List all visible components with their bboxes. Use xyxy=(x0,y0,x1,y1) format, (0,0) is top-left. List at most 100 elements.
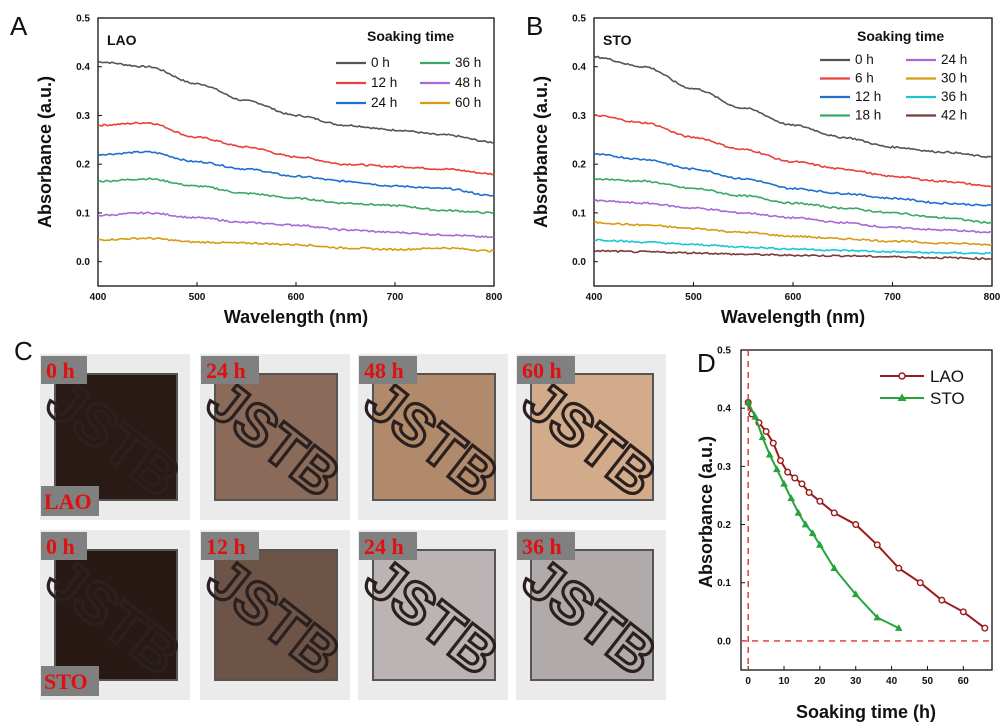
series-line-STO xyxy=(747,401,900,629)
sample-label: STO xyxy=(44,669,88,694)
sample-label-box xyxy=(41,486,99,516)
legend-label: 6 h xyxy=(855,71,874,86)
data-point-STO xyxy=(780,479,788,487)
x-tick-label: 800 xyxy=(984,292,1001,303)
legend-label: 24 h xyxy=(941,52,967,67)
chart-b-legend-title: Soaking time xyxy=(857,28,944,44)
legend-label: 30 h xyxy=(941,71,967,86)
y-tick-label: 0.0 xyxy=(572,257,586,268)
data-point-STO xyxy=(787,494,795,502)
time-label: 48 h xyxy=(364,358,404,383)
y-tick-label: 0.5 xyxy=(572,14,586,25)
sample-film xyxy=(372,373,496,501)
time-label: 24 h xyxy=(364,534,404,559)
time-label: 24 h xyxy=(206,358,246,383)
data-point-LAO xyxy=(959,608,967,616)
y-tick-label: 0.0 xyxy=(717,636,731,647)
sample-film xyxy=(372,549,496,681)
chart-a-legend-title: Soaking time xyxy=(367,28,454,44)
y-tick-label: 0.4 xyxy=(572,62,586,73)
x-tick-label: 600 xyxy=(785,292,802,303)
x-tick-label: 40 xyxy=(886,676,898,687)
x-tick-label: 0 xyxy=(745,676,751,687)
chart-a: 400 500 600 700 800 0.0 0.1 0.2 0.3 0.4 0.5 LAO So… xyxy=(35,14,503,328)
data-point-STO xyxy=(794,508,803,516)
time-label-box xyxy=(201,356,259,384)
sample-film xyxy=(54,373,178,501)
time-label-box xyxy=(41,532,87,560)
x-tick-label: 10 xyxy=(778,676,790,687)
y-tick-label: 0.1 xyxy=(572,208,586,219)
chart-b-legend: 0 h 6 h 12 h 18 h 24 h 30 h 36 h 42 h xyxy=(820,52,967,123)
time-label: 0 h xyxy=(46,358,75,383)
sample-film xyxy=(214,373,338,501)
x-tick-label: 700 xyxy=(884,292,901,303)
x-tick-label: 600 xyxy=(288,292,305,303)
y-tick-label: 0.4 xyxy=(76,62,90,73)
data-point-LAO xyxy=(830,509,838,517)
x-tick-label: 800 xyxy=(486,292,503,303)
data-point-LAO xyxy=(805,489,813,497)
series-line-48h xyxy=(98,211,494,239)
y-tick-label: 0.2 xyxy=(717,520,731,531)
x-tick-label: 500 xyxy=(685,292,702,303)
series-line-12h xyxy=(594,152,992,207)
chart-a-y-axis-label: Absorbance (a.u.) xyxy=(35,76,55,228)
series-line-18h xyxy=(594,177,992,225)
data-point-STO xyxy=(758,433,767,441)
chart-d-frame xyxy=(740,349,993,671)
y-tick-label: 0.2 xyxy=(572,160,586,171)
data-point-LAO xyxy=(916,579,924,587)
time-label-box xyxy=(359,532,417,560)
legend-label: 12 h xyxy=(371,75,397,90)
data-point-STO xyxy=(765,450,774,458)
series-line-12h xyxy=(98,121,494,176)
time-label: 12 h xyxy=(206,534,246,559)
time-label-box xyxy=(359,356,417,384)
sample-label-box xyxy=(41,666,99,696)
data-point-STO xyxy=(830,564,839,571)
x-tick-label: 400 xyxy=(586,292,603,303)
sample-label: LAO xyxy=(44,489,92,514)
data-point-STO xyxy=(744,398,752,406)
data-point-STO xyxy=(801,520,810,528)
chart-b-sample-label: STO xyxy=(603,32,632,48)
panel-label-a: A xyxy=(10,11,28,41)
data-point-LAO xyxy=(873,541,881,549)
legend-label: 36 h xyxy=(941,89,967,104)
x-tick-label: 20 xyxy=(814,676,826,687)
x-tick-label: 400 xyxy=(90,292,107,303)
x-tick-label: 30 xyxy=(850,676,862,687)
time-label: 36 h xyxy=(522,534,562,559)
data-point-LAO xyxy=(769,439,777,447)
data-point-LAO xyxy=(981,624,989,632)
data-point-STO xyxy=(851,590,860,598)
y-tick-label: 0.3 xyxy=(717,462,731,473)
series-line-36h xyxy=(594,238,992,255)
data-point-LAO xyxy=(762,427,770,435)
chart-b: 400 500 600 700 800 0.0 0.1 0.2 0.3 0.4 0.5 STO So… xyxy=(531,14,1001,328)
data-point-LAO xyxy=(784,468,792,476)
legend-label: 12 h xyxy=(855,89,881,104)
data-point-LAO xyxy=(798,480,806,488)
time-label: 60 h xyxy=(522,358,562,383)
series-line-0h xyxy=(98,60,494,144)
y-tick-label: 0.0 xyxy=(76,257,90,268)
panel-label-c: C xyxy=(14,336,33,366)
sample-film xyxy=(214,549,338,681)
chart-a-legend: 0 h 12 h 24 h 36 h 48 h 60 h xyxy=(336,55,481,110)
series-line-24h xyxy=(594,199,992,234)
legend-label: 0 h xyxy=(855,52,874,67)
y-tick-label: 0.5 xyxy=(717,346,731,357)
time-label-box xyxy=(41,356,87,384)
series-line-24h xyxy=(98,150,494,197)
legend-label: 36 h xyxy=(455,55,481,70)
